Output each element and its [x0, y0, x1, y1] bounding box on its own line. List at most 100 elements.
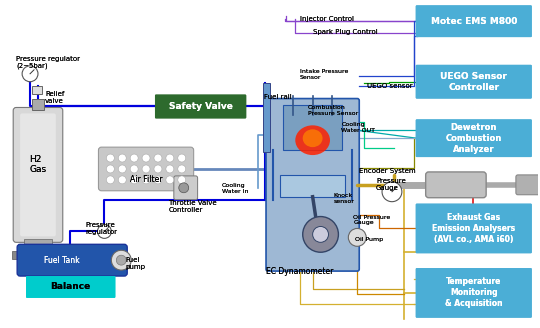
- Text: Air Filter: Air Filter: [130, 175, 163, 184]
- FancyBboxPatch shape: [174, 176, 198, 200]
- Bar: [32, 98, 44, 111]
- Text: Balance: Balance: [51, 282, 91, 292]
- FancyBboxPatch shape: [426, 172, 486, 198]
- Circle shape: [166, 165, 174, 173]
- Text: UEGO Sensor
Controller: UEGO Sensor Controller: [440, 72, 507, 92]
- Circle shape: [98, 224, 111, 238]
- Text: Exhaust Gas
Emission Analysers
(AVL co., AMA i60): Exhaust Gas Emission Analysers (AVL co.,…: [432, 213, 515, 244]
- Bar: [24, 239, 52, 251]
- FancyBboxPatch shape: [26, 276, 116, 298]
- Text: Knock
sensor: Knock sensor: [334, 193, 354, 204]
- Text: Injector Control: Injector Control: [300, 16, 354, 22]
- Circle shape: [166, 176, 174, 184]
- Circle shape: [130, 165, 138, 173]
- Text: Fuel rail: Fuel rail: [264, 93, 292, 100]
- Text: Encoder System: Encoder System: [359, 168, 416, 174]
- Text: Spark Plug Control: Spark Plug Control: [313, 29, 377, 35]
- Text: H2
Gas: H2 Gas: [29, 155, 46, 174]
- Text: Pressure regulator
(2~5bar): Pressure regulator (2~5bar): [16, 56, 80, 70]
- Text: Safety Valve: Safety Valve: [168, 102, 233, 111]
- Text: Oil Pressure
Gauge: Oil Pressure Gauge: [353, 215, 390, 225]
- Text: EC Dynamometer: EC Dynamometer: [266, 267, 333, 276]
- Text: Fuel Tank: Fuel Tank: [44, 256, 79, 265]
- Text: Throttle Valve
Controller: Throttle Valve Controller: [168, 200, 217, 213]
- Circle shape: [142, 154, 150, 162]
- FancyBboxPatch shape: [13, 108, 63, 242]
- Circle shape: [154, 165, 162, 173]
- Text: Combustion
Pressure Sensor: Combustion Pressure Sensor: [308, 106, 358, 116]
- FancyBboxPatch shape: [266, 98, 359, 271]
- Text: UEGO Sensor
Controller: UEGO Sensor Controller: [440, 72, 507, 92]
- Circle shape: [154, 176, 162, 184]
- Circle shape: [382, 182, 402, 202]
- Text: Fuel Tank: Fuel Tank: [44, 256, 79, 265]
- Circle shape: [118, 176, 126, 184]
- Ellipse shape: [295, 125, 330, 155]
- Text: Spark Plug Control: Spark Plug Control: [313, 29, 377, 35]
- Circle shape: [116, 255, 126, 265]
- Text: Pressure
regulator: Pressure regulator: [85, 221, 117, 235]
- Bar: [283, 106, 342, 150]
- Circle shape: [106, 154, 114, 162]
- FancyBboxPatch shape: [416, 268, 532, 318]
- FancyBboxPatch shape: [26, 276, 116, 298]
- Ellipse shape: [303, 129, 322, 147]
- Text: Pressure
regulator: Pressure regulator: [85, 221, 117, 235]
- Circle shape: [166, 154, 174, 162]
- Text: H2
Gas: H2 Gas: [29, 155, 46, 174]
- FancyBboxPatch shape: [516, 175, 540, 195]
- Circle shape: [348, 228, 366, 246]
- Text: Temperature
Monitoring
& Acquisition: Temperature Monitoring & Acquisition: [445, 277, 503, 309]
- Text: Encoder System: Encoder System: [359, 168, 416, 174]
- Bar: [263, 83, 270, 152]
- Text: Dewetron
Combustion
Analyzer: Dewetron Combustion Analyzer: [446, 123, 502, 154]
- Circle shape: [142, 165, 150, 173]
- Text: Temperature
Monitoring
& Acquisition: Temperature Monitoring & Acquisition: [445, 277, 503, 309]
- Text: Oil Pressure
Gauge: Oil Pressure Gauge: [353, 215, 390, 225]
- Circle shape: [142, 176, 150, 184]
- Text: Combustion
Pressure Sensor: Combustion Pressure Sensor: [308, 106, 358, 116]
- Text: Motec EMS M800: Motec EMS M800: [430, 17, 517, 26]
- Circle shape: [118, 165, 126, 173]
- Circle shape: [178, 176, 186, 184]
- Text: Fuel
pump: Fuel pump: [125, 257, 145, 270]
- FancyBboxPatch shape: [416, 204, 532, 253]
- Text: Fuel
pump: Fuel pump: [125, 257, 145, 270]
- Circle shape: [179, 183, 188, 193]
- Text: Balance: Balance: [51, 282, 91, 292]
- FancyBboxPatch shape: [416, 65, 532, 98]
- FancyBboxPatch shape: [416, 119, 532, 157]
- Text: Cooling
Water In: Cooling Water In: [222, 183, 248, 194]
- Text: Cooling
Water In: Cooling Water In: [222, 183, 248, 194]
- Text: Motec EMS M800: Motec EMS M800: [430, 17, 517, 26]
- Circle shape: [22, 66, 38, 82]
- Text: Oil Pump: Oil Pump: [355, 237, 383, 242]
- FancyBboxPatch shape: [416, 268, 532, 318]
- Text: Intake Pressure
Sensor: Intake Pressure Sensor: [300, 69, 348, 80]
- Text: Intake Pressure
Sensor: Intake Pressure Sensor: [300, 69, 348, 80]
- Circle shape: [303, 216, 339, 252]
- FancyBboxPatch shape: [416, 65, 532, 98]
- Text: UEGO sensor: UEGO sensor: [367, 83, 413, 89]
- Text: Throttle Valve
Controller: Throttle Valve Controller: [168, 200, 217, 213]
- Text: Injector Control: Injector Control: [300, 16, 354, 22]
- FancyBboxPatch shape: [155, 94, 246, 118]
- Bar: [280, 175, 346, 197]
- FancyBboxPatch shape: [155, 94, 246, 118]
- FancyBboxPatch shape: [416, 119, 532, 157]
- Circle shape: [106, 165, 114, 173]
- Text: Air Filter: Air Filter: [130, 175, 163, 184]
- Text: Dewetron
Combustion
Analyzer: Dewetron Combustion Analyzer: [446, 123, 502, 154]
- Bar: [12, 251, 64, 259]
- Text: Relief
valve: Relief valve: [45, 91, 64, 104]
- Circle shape: [178, 154, 186, 162]
- FancyBboxPatch shape: [17, 244, 127, 276]
- FancyBboxPatch shape: [416, 204, 532, 253]
- Circle shape: [118, 154, 126, 162]
- Text: EC Dynamometer: EC Dynamometer: [266, 267, 333, 276]
- Text: Pressure regulator
(2~5bar): Pressure regulator (2~5bar): [16, 56, 80, 70]
- Text: Pressure
Gauge: Pressure Gauge: [376, 178, 406, 191]
- FancyBboxPatch shape: [98, 147, 194, 191]
- Circle shape: [106, 176, 114, 184]
- Circle shape: [154, 154, 162, 162]
